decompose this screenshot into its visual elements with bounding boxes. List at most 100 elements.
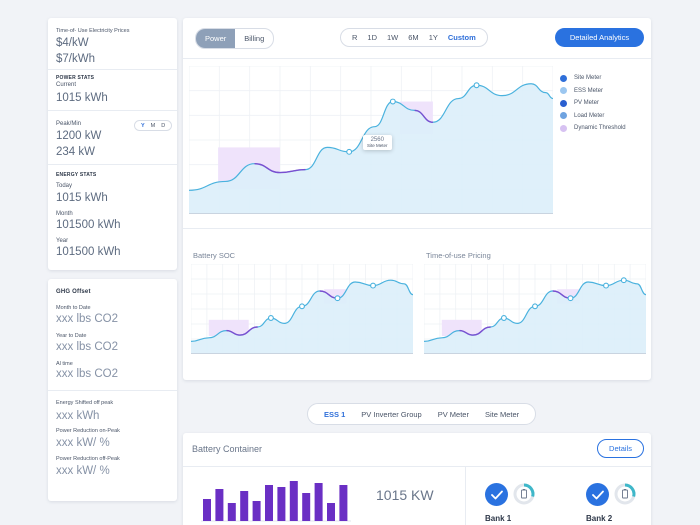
legend-item[interactable]: ESS Meter — [560, 85, 626, 98]
year-value: 101500 kWh — [56, 246, 121, 258]
legend-item[interactable]: Load Meter — [560, 110, 626, 123]
device-tab[interactable]: PV Inverter Group — [361, 409, 422, 419]
month-label: Month — [56, 211, 73, 217]
data-point — [299, 303, 305, 310]
legend-item[interactable]: PV Meter — [560, 97, 626, 110]
legend-dot — [560, 99, 567, 107]
range-option[interactable]: 1W — [387, 33, 399, 42]
mtd-value: xxx lbs CO2 — [56, 313, 118, 325]
ytd-value: xxx lbs CO2 — [56, 341, 118, 353]
device-tab[interactable]: PV Meter — [437, 409, 469, 419]
threshold-line — [414, 109, 433, 123]
legend-dot — [560, 124, 567, 132]
min-value: 234 kW — [56, 146, 95, 158]
range-option[interactable]: 6M — [408, 33, 419, 42]
bar — [339, 485, 348, 521]
legend-label: PV Meter — [574, 100, 600, 107]
legend-label: Dynamic Threshold — [574, 125, 626, 132]
today-label: Today — [56, 183, 73, 189]
main-chart-card: Power Billing R 1D 1W 6M 1Y Custom Detai… — [183, 18, 651, 380]
power-stats-card: Time-of- Use Electricity Prices $4/kW $7… — [48, 18, 177, 270]
bank-1-battery-gauge-icon — [513, 483, 535, 505]
tou-price-kw: $4/kW — [56, 37, 89, 49]
data-point — [473, 82, 480, 89]
range-option[interactable]: Custom — [447, 33, 476, 42]
legend-item[interactable]: Dynamic Threshold — [560, 122, 626, 135]
mode-tab-power[interactable]: Power — [196, 29, 236, 48]
bar — [215, 489, 224, 521]
bar — [314, 483, 323, 521]
tou-price-kwh: $7/kWh — [56, 53, 95, 65]
device-tabs: ESS 1 PV Inverter Group PV Meter Site Me… — [307, 403, 537, 425]
ymd-option[interactable]: M — [150, 122, 156, 129]
battery-value: 1015 KW — [376, 487, 434, 503]
legend-item[interactable]: Site Meter — [560, 72, 626, 85]
tou-pricing-title: Time-of-use Pricing — [426, 251, 491, 260]
details-button[interactable]: Details — [597, 439, 644, 458]
range-option[interactable]: 1Y — [428, 33, 438, 42]
range-selector: R 1D 1W 6M 1Y Custom — [340, 28, 488, 47]
bank-1-label: Bank 1 — [485, 514, 512, 523]
data-point — [620, 277, 627, 284]
year-label: Year — [56, 238, 69, 244]
ymd-toggle: Y M D — [134, 120, 173, 131]
all-time-label: Al time — [56, 361, 73, 367]
power-stats-title: POWER STATS — [56, 75, 95, 81]
tooltip-series: Site Meter — [367, 143, 388, 148]
detailed-analytics-button[interactable]: Detailed Analytics — [555, 28, 644, 47]
battery-bar-plot — [201, 481, 351, 522]
battery-container-title: Battery Container — [192, 444, 263, 454]
ghg-title: GHG Offset — [56, 289, 91, 295]
divider — [48, 69, 177, 70]
divider — [183, 228, 651, 229]
bar — [302, 493, 311, 521]
ghg-offset-card: GHG Offset Month to Date xxx lbs CO2 Yea… — [48, 279, 177, 501]
threshold-line — [254, 162, 306, 174]
tou-pricing-plot — [424, 264, 646, 354]
legend-dot — [560, 87, 567, 95]
legend-dot — [560, 74, 567, 82]
peak-value: 1200 kW — [56, 130, 102, 142]
bar — [265, 485, 273, 521]
current-value: 1015 kWh — [56, 92, 108, 104]
month-value: 101500 kWh — [56, 219, 121, 231]
energy-stats-title: ENERGY STATS — [56, 172, 97, 178]
battery-container-card: Battery Container Details 1015 KW Bank 1… — [183, 433, 651, 525]
divider — [48, 390, 177, 391]
range-option[interactable]: 1D — [367, 33, 378, 42]
divider — [183, 466, 651, 467]
battery-soc-chart — [191, 264, 413, 354]
data-point — [532, 303, 538, 310]
all-time-value: xxx lbs CO2 — [56, 368, 118, 380]
peak-label: Peak/Min — [56, 121, 82, 127]
bar — [289, 481, 298, 521]
ymd-option[interactable]: D — [161, 122, 166, 129]
chart-legend: Site Meter ESS Meter PV Meter Load Meter… — [560, 72, 626, 135]
device-tab[interactable]: ESS 1 — [324, 409, 346, 419]
area-fill — [191, 280, 413, 354]
ymd-option[interactable]: Y — [141, 122, 145, 129]
on-peak-label: Power Reduction on-Peak — [56, 428, 120, 434]
range-option[interactable]: R — [352, 33, 358, 42]
tou-label: Time-of- Use Electricity Prices — [56, 28, 130, 34]
bank-2-battery-gauge-icon — [614, 483, 636, 505]
legend-label: ESS Meter — [574, 87, 604, 94]
data-point — [567, 295, 574, 302]
on-peak-value: xxx kW/ % — [56, 437, 110, 449]
battery-bar-chart — [201, 481, 351, 522]
device-tab[interactable]: Site Meter — [484, 409, 520, 419]
mode-tab-billing[interactable]: Billing — [244, 34, 265, 43]
divider — [183, 58, 651, 59]
bank-2-label: Bank 2 — [586, 514, 613, 523]
bar — [240, 491, 249, 521]
threshold-band — [208, 319, 249, 336]
mtd-label: Month to Date — [56, 305, 91, 311]
vertical-divider — [465, 467, 466, 525]
data-point — [346, 148, 353, 155]
current-label: Current — [56, 82, 77, 88]
bar — [203, 499, 211, 521]
bank-1-check-icon[interactable] — [485, 483, 508, 506]
bank-2-check-icon[interactable] — [586, 483, 609, 506]
tou-pricing-chart — [424, 264, 646, 354]
today-value: 1015 kWh — [56, 192, 108, 204]
